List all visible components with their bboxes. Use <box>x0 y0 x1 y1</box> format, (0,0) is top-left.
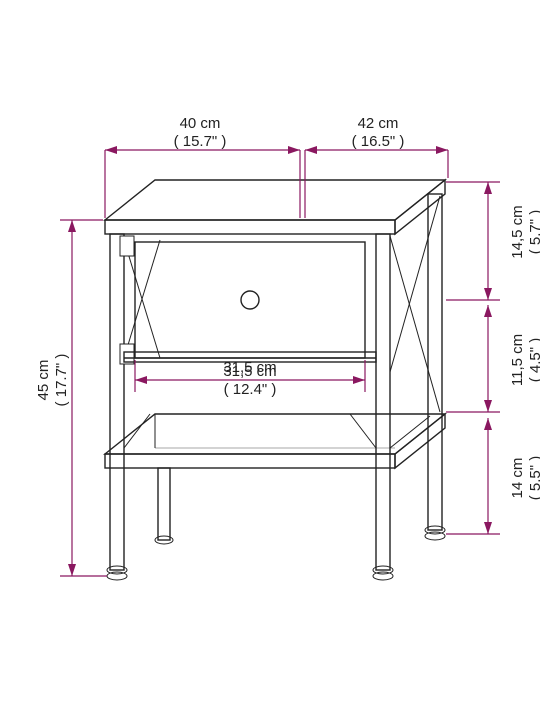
dim-right-upper: 14,5 cm( 5.7" ) <box>509 205 540 258</box>
dimension-annotations: 40 cm( 15.7" ) 42 cm( 16.5" ) 45 cm( 17.7"… <box>35 115 540 576</box>
dim-right-lower: 14 cm( 5.5" ) <box>509 456 540 501</box>
dim-top-width: 40 cm( 15.7" ) <box>174 115 227 150</box>
dim-top-depth: 42 cm( 16.5" ) <box>352 115 405 150</box>
dim-left-height: 45 cm( 17.7" ) <box>35 354 70 407</box>
dim-right-mid: 11,5 cm( 4.5" ) <box>509 334 540 386</box>
dimension-diagram: 40 cm( 15.7" ) 42 cm( 16.5" ) 45 cm( 17.7"… <box>0 0 540 720</box>
